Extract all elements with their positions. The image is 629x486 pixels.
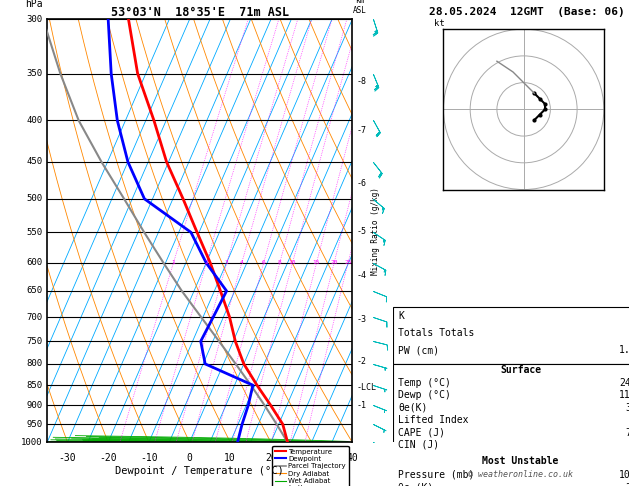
Text: 15: 15	[313, 260, 320, 265]
Text: 4: 4	[240, 260, 243, 265]
Text: 25: 25	[344, 260, 352, 265]
Text: 53°03'N  18°35'E  71m ASL: 53°03'N 18°35'E 71m ASL	[111, 6, 289, 18]
Text: 800: 800	[26, 359, 43, 368]
Text: 40: 40	[347, 453, 358, 463]
Text: Dewpoint / Temperature (°C): Dewpoint / Temperature (°C)	[115, 467, 284, 476]
Text: 300: 300	[26, 15, 43, 24]
Text: 3: 3	[225, 260, 228, 265]
Text: -4: -4	[357, 271, 367, 280]
FancyBboxPatch shape	[393, 364, 629, 455]
Text: θe (K): θe (K)	[398, 483, 433, 486]
Text: 28.05.2024  12GMT  (Base: 06): 28.05.2024 12GMT (Base: 06)	[429, 7, 625, 17]
Text: 706: 706	[625, 428, 629, 437]
Text: -20: -20	[99, 453, 117, 463]
Text: 350: 350	[26, 69, 43, 78]
Text: -6: -6	[357, 179, 367, 188]
Text: Temp (°C): Temp (°C)	[398, 378, 451, 388]
Text: -2: -2	[357, 357, 367, 366]
Text: hPa: hPa	[25, 0, 43, 9]
Text: 850: 850	[26, 381, 43, 390]
FancyBboxPatch shape	[393, 307, 629, 364]
Text: Mixing Ratio (g/kg): Mixing Ratio (g/kg)	[370, 187, 380, 275]
Text: Surface: Surface	[500, 365, 541, 375]
Text: 30: 30	[306, 453, 318, 463]
Text: PW (cm): PW (cm)	[398, 345, 439, 355]
Text: Dewp (°C): Dewp (°C)	[398, 390, 451, 400]
Text: 950: 950	[26, 420, 43, 429]
Text: 2: 2	[204, 260, 208, 265]
Text: 0: 0	[187, 453, 192, 463]
FancyBboxPatch shape	[393, 455, 629, 486]
Text: 1007: 1007	[620, 469, 629, 480]
Text: 10: 10	[289, 260, 296, 265]
Text: 600: 600	[26, 259, 43, 267]
Text: 400: 400	[26, 116, 43, 125]
Text: 1000: 1000	[21, 438, 43, 447]
Text: K: K	[398, 311, 404, 321]
Text: 450: 450	[26, 157, 43, 166]
Text: 700: 700	[26, 312, 43, 322]
Text: 10: 10	[225, 453, 236, 463]
Text: 900: 900	[26, 401, 43, 410]
Text: km
ASL: km ASL	[353, 0, 367, 15]
Text: 6: 6	[262, 260, 265, 265]
Text: 24.1: 24.1	[620, 378, 629, 388]
Text: kt: kt	[434, 18, 445, 28]
Text: 1: 1	[172, 260, 175, 265]
Text: -10: -10	[140, 453, 158, 463]
Text: 500: 500	[26, 194, 43, 203]
Text: 1.74: 1.74	[620, 345, 629, 355]
Text: -5: -5	[357, 227, 367, 236]
Text: 550: 550	[26, 228, 43, 237]
Text: Lifted Index: Lifted Index	[398, 415, 469, 425]
Text: -1: -1	[357, 401, 367, 410]
Legend: Temperature, Dewpoint, Parcel Trajectory, Dry Adiabat, Wet Adiabat, Isotherm, Mi: Temperature, Dewpoint, Parcel Trajectory…	[272, 446, 348, 486]
Text: 321: 321	[625, 402, 629, 413]
Text: CAPE (J): CAPE (J)	[398, 428, 445, 437]
Text: -3: -3	[357, 315, 367, 324]
Text: 321: 321	[625, 483, 629, 486]
Text: 8: 8	[278, 260, 282, 265]
Text: Most Unstable: Most Unstable	[482, 456, 559, 467]
Text: -7: -7	[357, 126, 367, 135]
Text: -8: -8	[357, 77, 367, 86]
Text: θe(K): θe(K)	[398, 402, 428, 413]
Text: -LCL: -LCL	[357, 383, 377, 392]
Text: CIN (J): CIN (J)	[398, 440, 439, 450]
Text: 11.8: 11.8	[620, 390, 629, 400]
Text: 650: 650	[26, 286, 43, 295]
Text: -30: -30	[58, 453, 76, 463]
Text: Pressure (mb): Pressure (mb)	[398, 469, 475, 480]
Text: © weatheronline.co.uk: © weatheronline.co.uk	[468, 469, 573, 479]
Text: Totals Totals: Totals Totals	[398, 328, 475, 338]
Text: 20: 20	[265, 453, 277, 463]
Text: 20: 20	[330, 260, 338, 265]
Text: 750: 750	[26, 337, 43, 346]
